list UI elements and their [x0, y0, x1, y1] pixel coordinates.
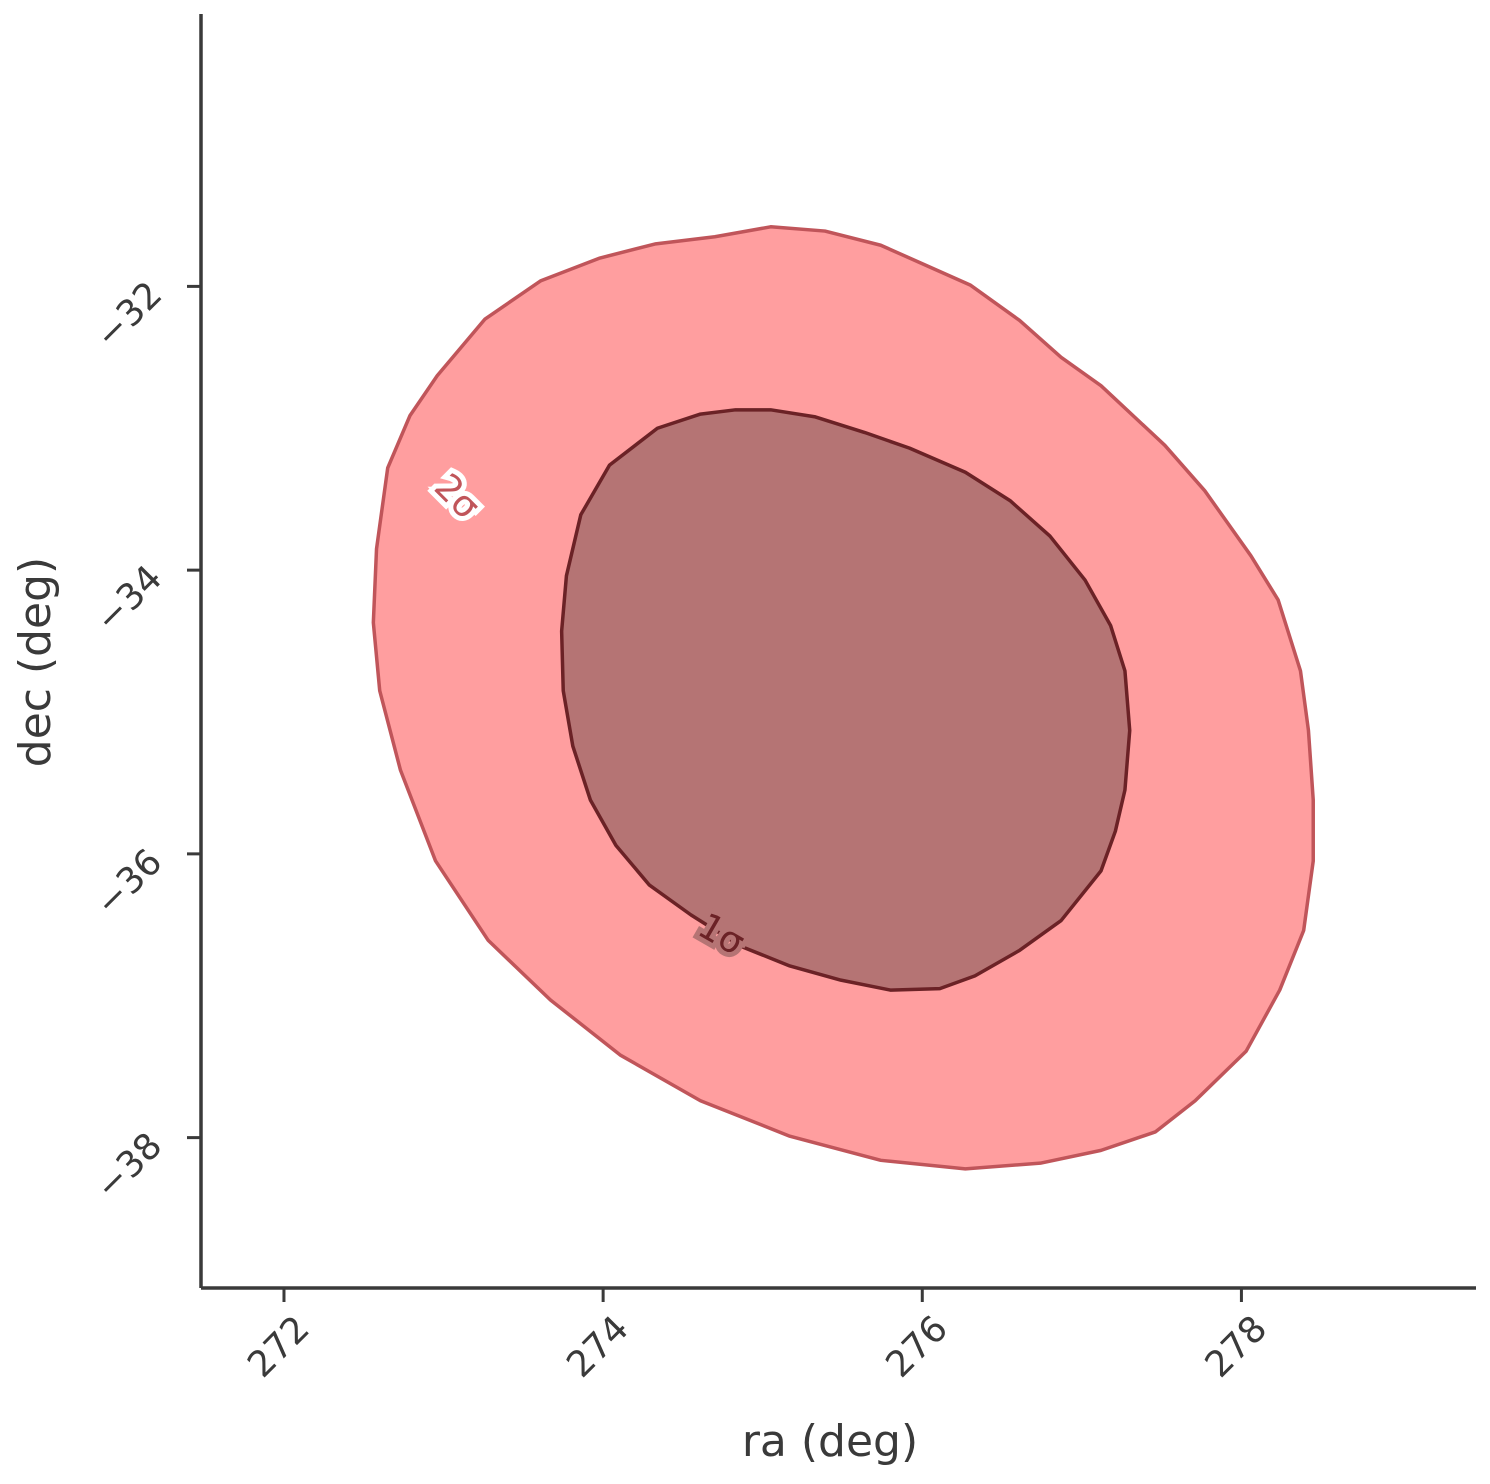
y-tick-label: −38 — [88, 1125, 171, 1208]
y-tick-label: −32 — [88, 274, 171, 357]
x-axis-label: ra (deg) — [742, 1416, 918, 1467]
x-tick-label: 274 — [559, 1308, 637, 1386]
x-tick-label: 276 — [878, 1308, 956, 1386]
contour-region — [559, 408, 1132, 992]
x-tick-label: 272 — [240, 1308, 318, 1386]
y-tick-label: −34 — [88, 558, 171, 641]
x-tick-label: 278 — [1198, 1308, 1276, 1386]
y-axis-label: dec (deg) — [10, 557, 61, 767]
y-tick-label: −36 — [88, 841, 171, 924]
